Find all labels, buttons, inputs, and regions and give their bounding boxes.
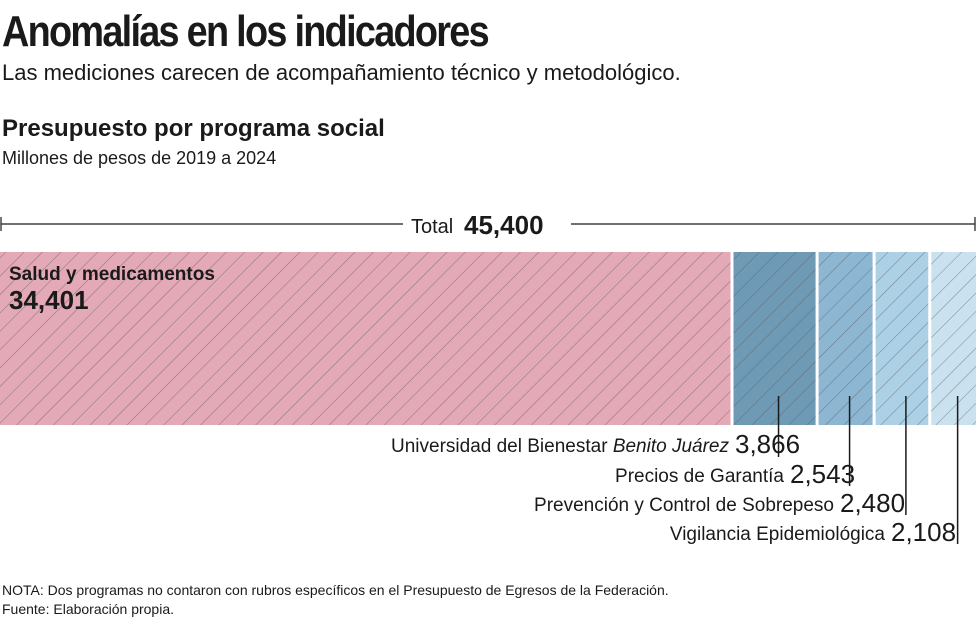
label-universidad-name: Universidad del Bienestar — [391, 436, 608, 457]
chart-subtitle: Millones de pesos de 2019 a 2024 — [2, 148, 277, 168]
chart-title: Presupuesto por programa social — [2, 115, 385, 142]
total-value: 45,400 — [464, 210, 544, 240]
footnote: NOTA: Dos programas no contaron con rubr… — [2, 582, 669, 598]
label-universidad: Universidad del Bienestar Benito Juárez — [391, 436, 729, 457]
total-label: Total — [411, 216, 453, 238]
salud-value: 34,401 — [9, 285, 89, 315]
bar-hatch-overlay — [875, 252, 929, 425]
value-precios: 2,543 — [790, 459, 855, 489]
bar-hatch-overlay — [931, 252, 976, 425]
bar-hatch-overlay — [733, 252, 816, 425]
bar-hatch-overlay — [0, 252, 731, 425]
page-subtitle: Las mediciones carecen de acompañamiento… — [2, 60, 681, 85]
label-vigilancia: Vigilancia Epidemiológica — [670, 524, 886, 545]
label-precios: Precios de Garantía — [615, 466, 784, 487]
page-title: Anomalías en los indicadores — [2, 7, 490, 56]
salud-label: Salud y medicamentos — [9, 264, 215, 285]
value-prevencion: 2,480 — [840, 488, 905, 518]
bar-hatch-overlay — [818, 252, 873, 425]
label-universidad-italic: Benito Juárez — [613, 436, 730, 457]
stacked-bar-chart: Total 45,400 Salud y medicamentos 34,401… — [0, 210, 976, 547]
source: Fuente: Elaboración propia. — [2, 601, 174, 617]
value-vigilancia: 2,108 — [891, 517, 956, 547]
label-prevencion: Prevención y Control de Sobrepeso — [534, 495, 834, 516]
value-universidad: 3,866 — [735, 429, 800, 459]
